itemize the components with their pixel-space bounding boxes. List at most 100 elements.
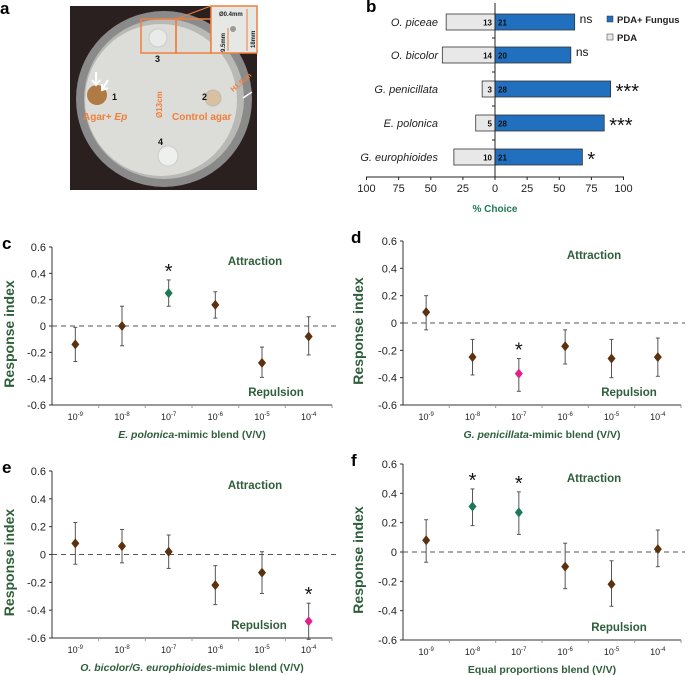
y-tick-label: 0.4	[31, 494, 46, 506]
data-point	[164, 288, 173, 299]
pda-bar	[475, 114, 496, 132]
x-axis-label: E. polonica-mimic blend (V/V)	[118, 429, 266, 441]
legend-swatch-pda	[606, 33, 614, 41]
well-3-label: 3	[155, 54, 160, 64]
y-tick-label: 0.6	[31, 242, 46, 254]
data-point	[304, 331, 313, 342]
well-1-label: 1	[112, 92, 117, 102]
legend-label-pda: PDA	[617, 33, 637, 44]
repulsion-label: Repulsion	[231, 620, 287, 632]
data-point	[304, 616, 313, 627]
y-axis-label: Response index	[1, 509, 17, 617]
fungus-count-label: 28	[498, 120, 507, 129]
x-tick-label: 25	[457, 183, 469, 195]
y-tick-label: -0.2	[378, 576, 397, 588]
x-tick-label: 100	[614, 183, 632, 195]
panel-letter: d	[351, 228, 361, 247]
well-control	[204, 89, 222, 107]
y-tick-label: 0.2	[31, 522, 46, 534]
x-tick-label: 50	[425, 183, 437, 195]
data-point	[514, 368, 523, 379]
y-tick-label: -0.4	[27, 374, 46, 386]
y-tick-label: 0.6	[382, 459, 397, 471]
panel-a: a Ø0.4mm 9.5mm 18mm 1 2 3 4	[0, 0, 258, 190]
y-tick-label: -0.2	[378, 345, 397, 357]
pda-count-label: 5	[488, 120, 493, 129]
x-tick-label: 10-9	[68, 645, 84, 655]
data-point	[422, 307, 431, 318]
y-tick-label: -0.4	[378, 373, 397, 385]
y-tick-label: 0	[391, 547, 397, 559]
legend-swatch-fungus	[606, 15, 614, 23]
y-tick-label: 0.4	[382, 263, 397, 275]
legend-label-fungus: PDA+ Fungus	[617, 15, 680, 26]
data-point	[468, 501, 477, 512]
x-tick-label: 10-7	[161, 645, 177, 655]
category-label: O. bicolor	[391, 50, 439, 62]
attraction-label: Attraction	[228, 480, 282, 492]
data-point	[118, 321, 126, 331]
fungus-bar	[494, 148, 583, 166]
x-axis-label: O. bicolor/G. europhioides-mimic blend (…	[80, 662, 303, 674]
attraction-label: Attraction	[567, 473, 621, 485]
inset-depth-label: 9.5mm	[221, 33, 227, 52]
x-tick-label: 10-9	[68, 412, 84, 422]
x-tick-label: 10-5	[604, 412, 620, 422]
significance-label: ns	[576, 45, 589, 59]
panel-letter: e	[2, 458, 11, 477]
pda-count-label: 13	[483, 19, 492, 28]
y-axis-label: Response index	[350, 506, 366, 614]
data-point	[607, 353, 616, 364]
agar-ep-label: Agar+ Ep	[83, 112, 127, 123]
significance-label: ***	[609, 115, 633, 137]
attraction-label: Attraction	[228, 256, 282, 268]
y-tick-label: -0.6	[378, 635, 397, 647]
x-tick-label: 25	[521, 183, 533, 195]
significance-star: *	[469, 470, 477, 492]
data-point	[118, 541, 126, 552]
y-axis-label: Response index	[350, 277, 366, 385]
fungus-bar	[494, 13, 576, 31]
x-tick-label: 10-5	[604, 647, 620, 657]
y-axis-label: Response index	[1, 280, 17, 388]
fungus-bar	[494, 80, 612, 98]
x-tick-label: 10-6	[557, 412, 573, 422]
y-tick-label: 0.2	[382, 291, 397, 303]
x-tick-label: 10-8	[114, 645, 130, 655]
x-tick-label: 10-6	[557, 647, 573, 657]
x-tick-label: 10-8	[114, 412, 130, 422]
data-point	[653, 352, 662, 363]
y-tick-label: 0.6	[31, 466, 46, 478]
diameter-label: Ø13cm	[155, 91, 164, 118]
x-tick-label: 10-6	[208, 645, 224, 655]
panel-letter: c	[2, 234, 11, 253]
category-label: E. polonica	[384, 118, 438, 130]
y-tick-label: 0	[40, 550, 46, 562]
x-tick-label: 10-6	[208, 412, 224, 422]
panel-b-bar-chart: b O. piceae 13 21 ns O. bicolor 14 20 ns G. penic…	[357, 0, 680, 215]
pda-count-label: 3	[488, 86, 493, 95]
fungus-bar	[494, 114, 605, 132]
repulsion-label: Repulsion	[591, 622, 647, 634]
y-tick-label: -0.2	[27, 577, 46, 589]
x-tick-label: 10-4	[301, 645, 317, 655]
y-tick-label: 0.4	[382, 488, 397, 500]
fungus-count-label: 21	[498, 19, 507, 28]
data-point	[258, 567, 266, 578]
fungus-count-label: 20	[498, 52, 507, 61]
significance-star: *	[515, 473, 523, 495]
data-point	[71, 339, 80, 350]
arrow-icon	[91, 72, 109, 92]
data-point	[71, 538, 80, 549]
pda-count-label: 10	[483, 154, 492, 163]
category-label: O. piceae	[391, 17, 438, 29]
significance-star: *	[515, 340, 523, 362]
data-point	[514, 507, 523, 518]
well-4-label: 4	[158, 137, 163, 147]
y-tick-label: -0.6	[27, 633, 46, 645]
data-point	[561, 561, 570, 572]
x-tick-label: 10-7	[511, 647, 527, 657]
attraction-label: Attraction	[567, 250, 621, 262]
x-tick-label: 10-8	[465, 412, 481, 422]
significance-star: *	[165, 261, 173, 283]
